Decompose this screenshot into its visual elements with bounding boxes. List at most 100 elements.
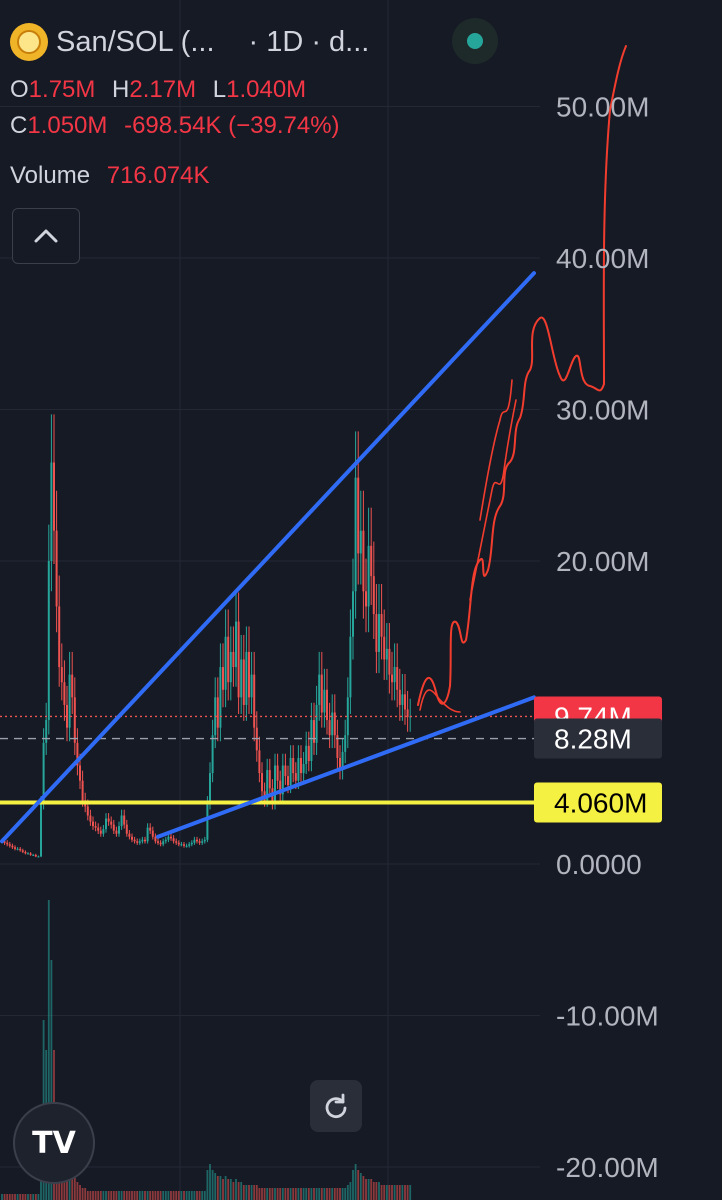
volume-bar [37, 1194, 40, 1200]
candle-body [261, 773, 263, 792]
candle-body [357, 477, 360, 554]
collapse-button[interactable] [12, 208, 80, 264]
volume-bar [120, 1191, 123, 1200]
candle-body [125, 824, 128, 834]
candle-body [300, 757, 302, 774]
interval-label: · 1D · d... [248, 25, 370, 58]
ohlc-row-1: O1.75M H2.17M L1.040M [10, 76, 307, 103]
trendline-lower [156, 695, 536, 839]
volume-bar [372, 1182, 375, 1200]
candle-body [235, 621, 237, 668]
candle-body [136, 841, 139, 843]
candle-body [94, 826, 97, 828]
volume-bar [92, 1191, 94, 1200]
candle-body [138, 841, 141, 843]
volume-bar [248, 1185, 250, 1200]
volume-bar [375, 1182, 378, 1200]
volume-bar [235, 1179, 237, 1200]
candle-body [294, 773, 297, 781]
volume-bar [237, 1182, 240, 1200]
candle-body [105, 818, 107, 830]
candle-body [14, 847, 16, 849]
candle-body [279, 780, 282, 795]
volume-bar [185, 1191, 188, 1200]
candle-body [320, 674, 323, 713]
candle-body [201, 841, 204, 843]
volume-bar [71, 1170, 74, 1200]
candle-body [177, 842, 180, 845]
candle-body [47, 561, 50, 721]
volume-bar [34, 1194, 37, 1200]
volume-bar [110, 1191, 113, 1200]
candle-body [385, 648, 388, 660]
volume-bar [255, 1185, 258, 1200]
volume-bar [274, 1188, 276, 1200]
candle-body [71, 674, 74, 698]
candle-body [180, 844, 183, 846]
candle-body [305, 745, 308, 765]
candle-body [60, 667, 63, 683]
volume-bar [81, 1188, 84, 1200]
tradingview-logo[interactable]: TV [13, 1102, 95, 1184]
volume-bar [222, 1179, 224, 1200]
volume-bar [261, 1188, 263, 1200]
candle-body [289, 757, 292, 786]
candle-body [162, 841, 165, 845]
candle-body [118, 826, 120, 834]
volume-bar [68, 1164, 71, 1200]
forecast-drawing [417, 45, 627, 706]
candle-body [391, 674, 393, 683]
candle-body [45, 720, 48, 743]
candle-body [336, 735, 339, 758]
volume-bar [138, 1191, 141, 1200]
candle-body [115, 830, 118, 834]
volume-bar [227, 1179, 230, 1200]
candle-body [164, 839, 167, 842]
volume-bar [175, 1191, 178, 1200]
candle-body [245, 651, 248, 705]
marker-badge: 8.28M [534, 718, 662, 759]
volume-bar [151, 1191, 154, 1200]
volume-bar [318, 1188, 321, 1200]
candle-body [393, 667, 396, 683]
candle-body [224, 636, 227, 690]
volume-bar [284, 1188, 287, 1200]
volume-bar [11, 1194, 14, 1200]
volume-bar [50, 960, 53, 1200]
candle-body [55, 530, 58, 607]
volume-bar [349, 1182, 352, 1200]
volume-bar [346, 1185, 349, 1200]
candle-body [79, 765, 81, 781]
reset-chart-button[interactable] [310, 1080, 362, 1132]
candle-body [326, 689, 328, 721]
axis-tick-label: -10.00M [556, 1001, 659, 1032]
volume-bar [336, 1188, 339, 1200]
candle-body [172, 838, 175, 842]
symbol-header[interactable]: San/SOL (... · 1D · d... [10, 22, 369, 62]
volume-bar [250, 1185, 253, 1200]
volume-bar [344, 1188, 347, 1200]
volume-bar [141, 1191, 144, 1200]
candle-body [37, 856, 40, 858]
volume-bar [359, 1173, 362, 1200]
volume-bar [339, 1188, 341, 1200]
volume-bar [305, 1188, 308, 1200]
volume-bar [279, 1188, 282, 1200]
candle-body [359, 530, 362, 554]
candle-body [222, 667, 224, 690]
candle-body [68, 674, 71, 728]
candle-body [331, 712, 334, 736]
volume-bar [357, 1170, 360, 1200]
candle-body [370, 545, 373, 577]
volume-bar [365, 1179, 367, 1200]
volume-bar [115, 1191, 118, 1200]
candle-body [112, 824, 115, 831]
volume-bar [409, 1185, 412, 1200]
volume-bar [352, 1170, 354, 1200]
candle-body [341, 751, 344, 771]
volume-bar [128, 1191, 131, 1200]
volume-bar [203, 1191, 206, 1200]
trendline-upper [0, 271, 536, 844]
volume-bar [268, 1188, 271, 1200]
